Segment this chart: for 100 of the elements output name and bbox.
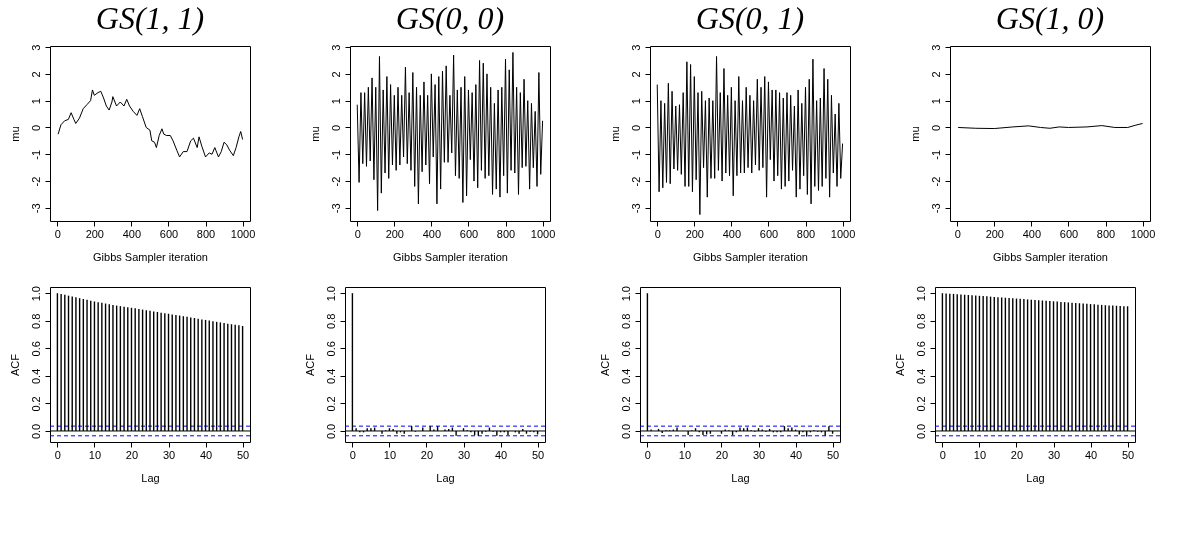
y-tick-label: 0.0 <box>29 423 42 440</box>
y-tick-label: 2 <box>929 71 942 78</box>
y-tick-label: -3 <box>329 203 342 214</box>
x-tick-label: 10 <box>973 448 987 461</box>
y-tick-label: 0 <box>929 124 942 132</box>
y-tick-label: -1 <box>29 149 42 160</box>
x-tick-label: 40 <box>494 448 508 461</box>
y-tick-label: 1 <box>29 98 42 105</box>
y-tick-label: 0.4 <box>914 368 927 385</box>
x-tick-label: 40 <box>789 448 803 461</box>
x-tick-label: 600 <box>759 227 779 240</box>
x-axis-title: Lag <box>731 471 750 484</box>
y-tick-label: 0.8 <box>619 313 632 329</box>
y-axis-title: ACF <box>893 353 906 376</box>
y-tick-label: 0.6 <box>324 341 337 357</box>
y-tick-label: -1 <box>629 149 642 160</box>
x-tick-label: 400 <box>722 227 742 240</box>
x-tick-label: 1000 <box>230 227 256 240</box>
y-tick-label: -1 <box>329 149 342 160</box>
x-tick-label: 1000 <box>530 227 556 240</box>
y-tick-label: 0.0 <box>619 423 632 440</box>
x-tick-label: 40 <box>1084 448 1098 461</box>
y-axis-title: mu <box>8 126 21 142</box>
x-tick-label: 400 <box>422 227 442 240</box>
y-tick-label: 3 <box>329 44 342 51</box>
y-axis-title: ACF <box>8 353 21 376</box>
x-tick-label: 800 <box>796 227 816 240</box>
x-tick-label: 0 <box>654 227 661 240</box>
y-tick-label: -1 <box>929 149 942 160</box>
x-tick-label: 30 <box>162 448 176 461</box>
y-tick-label: 2 <box>329 71 342 78</box>
y-tick-label: -2 <box>929 176 942 187</box>
x-tick-label: 400 <box>122 227 142 240</box>
x-tick-label: 20 <box>420 448 434 461</box>
y-axis-title: ACF <box>598 353 611 376</box>
x-tick-label: 30 <box>752 448 766 461</box>
y-tick-label: 2 <box>29 71 42 78</box>
y-tick-label: 0.6 <box>29 341 42 357</box>
y-tick-label: 1.0 <box>914 286 927 302</box>
y-tick-label: 0.8 <box>914 313 927 329</box>
x-tick-label: 1000 <box>830 227 856 240</box>
y-tick-label: 3 <box>629 44 642 51</box>
y-tick-label: -2 <box>29 176 42 187</box>
y-tick-label: -3 <box>629 203 642 214</box>
y-tick-label: 3 <box>29 44 42 51</box>
y-tick-label: -3 <box>29 203 42 214</box>
chart-title: GS(1, 0) <box>995 0 1105 37</box>
x-tick-label: 40 <box>199 448 213 461</box>
y-tick-label: 1.0 <box>324 286 337 302</box>
y-tick-label: -2 <box>629 176 642 187</box>
x-tick-label: 800 <box>496 227 516 240</box>
x-tick-label: 30 <box>1047 448 1061 461</box>
x-tick-label: 0 <box>354 227 361 240</box>
x-axis-title: Gibbs Sampler iteration <box>93 250 208 263</box>
x-tick-label: 800 <box>196 227 216 240</box>
x-axis-title: Lag <box>436 471 455 484</box>
x-tick-label: 0 <box>349 448 356 461</box>
x-tick-label: 200 <box>385 227 404 240</box>
y-tick-label: -3 <box>929 203 942 214</box>
y-tick-label: 1.0 <box>29 286 42 302</box>
x-tick-label: 0 <box>54 448 61 461</box>
x-tick-label: 600 <box>159 227 179 240</box>
x-tick-label: 600 <box>459 227 479 240</box>
y-tick-label: 0 <box>329 124 342 132</box>
y-tick-label: 0 <box>29 124 42 132</box>
x-tick-label: 10 <box>88 448 102 461</box>
x-tick-label: 10 <box>678 448 692 461</box>
y-tick-label: 1.0 <box>619 286 632 302</box>
x-tick-label: 0 <box>644 448 651 461</box>
x-axis-title: Gibbs Sampler iteration <box>993 250 1108 263</box>
y-tick-label: 0.8 <box>324 313 337 329</box>
x-tick-label: 30 <box>457 448 471 461</box>
x-tick-label: 0 <box>954 227 961 240</box>
y-tick-label: 3 <box>929 44 942 51</box>
x-tick-label: 50 <box>236 448 250 461</box>
y-tick-label: 0.4 <box>324 368 337 385</box>
x-tick-label: 800 <box>1096 227 1116 240</box>
x-tick-label: 600 <box>1059 227 1079 240</box>
y-tick-label: 0.6 <box>619 341 632 357</box>
y-tick-label: 0.2 <box>29 396 42 412</box>
x-tick-label: 20 <box>125 448 139 461</box>
x-tick-label: 50 <box>826 448 840 461</box>
y-tick-label: 0.2 <box>324 396 337 412</box>
x-axis-title: Lag <box>1026 471 1045 484</box>
x-tick-label: 200 <box>85 227 104 240</box>
y-tick-label: -2 <box>329 176 342 187</box>
y-tick-label: 1 <box>629 98 642 105</box>
x-tick-label: 20 <box>715 448 729 461</box>
chart-title: GS(0, 0) <box>395 0 505 37</box>
y-tick-label: 0.0 <box>914 423 927 440</box>
y-axis-title: mu <box>608 126 621 142</box>
y-tick-label: 0.2 <box>914 396 927 412</box>
x-tick-label: 400 <box>1022 227 1042 240</box>
y-tick-label: 2 <box>629 71 642 78</box>
x-axis-title: Gibbs Sampler iteration <box>393 250 508 263</box>
x-axis-title: Gibbs Sampler iteration <box>693 250 808 263</box>
x-axis-title: Lag <box>141 471 160 484</box>
chart-title: GS(1, 1) <box>95 0 205 37</box>
y-tick-label: 1 <box>929 98 942 105</box>
y-tick-label: 0.8 <box>29 313 42 329</box>
